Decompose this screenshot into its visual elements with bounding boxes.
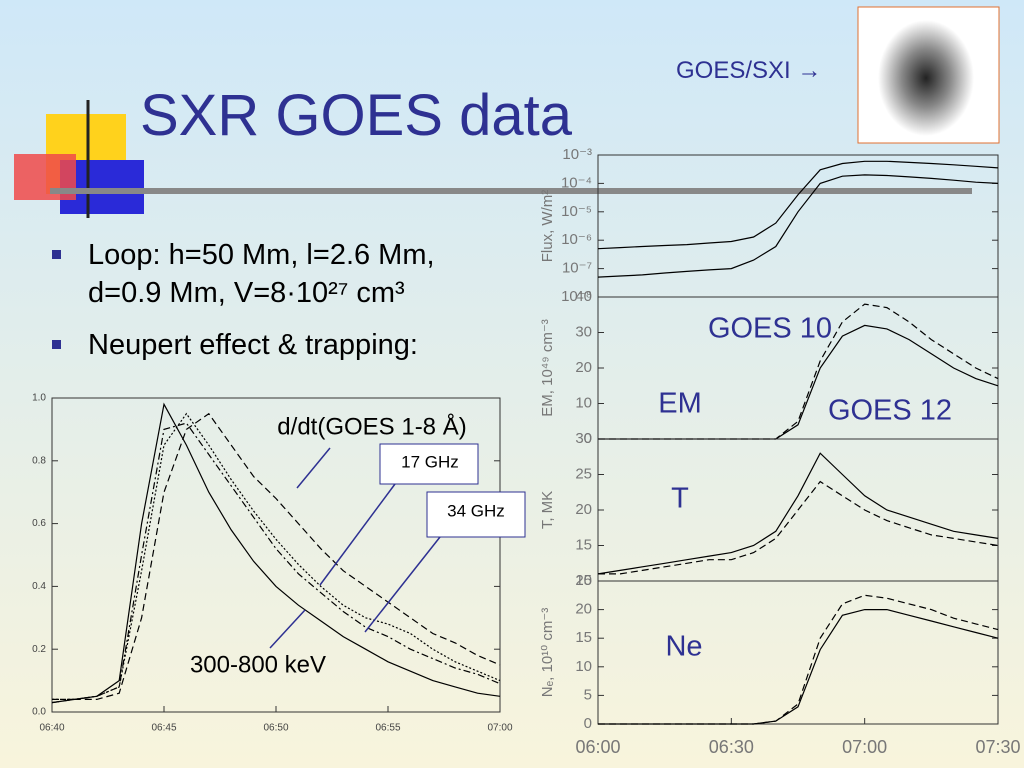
x-tick-label: 07:30 <box>975 737 1020 757</box>
label-box <box>426 491 526 538</box>
y-tick-label: 20 <box>575 359 592 376</box>
x-tick-label: 06:30 <box>709 737 754 757</box>
bullet: Neupert effect & trapping: <box>52 326 512 364</box>
series-line <box>597 160 999 250</box>
y-tick-label: 10⁻⁶ <box>561 231 592 248</box>
y-axis-label: Flux, W/m² <box>539 190 556 263</box>
deco-rule <box>50 188 972 194</box>
bullet-text: Loop: h=50 Mm, l=2.6 Mm, d=0.9 Mm, V=8·1… <box>88 239 435 309</box>
label-arrow <box>296 447 331 489</box>
series-label: 34 GHz <box>447 501 505 520</box>
x-tick-label: 06:55 <box>375 723 400 734</box>
y-axis-label: Nₑ, 10¹⁰ cm⁻³ <box>539 608 556 698</box>
y-tick-label: 15 <box>575 536 592 553</box>
x-tick-label: 06:45 <box>151 723 176 734</box>
series-label: d/dt(GOES 1-8 Å) <box>277 412 466 440</box>
series-line <box>51 412 501 704</box>
bullet-text: Neupert effect & trapping: <box>88 329 418 361</box>
y-tick-label: 20 <box>575 601 592 618</box>
series-line <box>598 594 999 725</box>
series-line <box>51 402 501 704</box>
image-label: GOES/SXI → <box>676 57 822 84</box>
y-tick-label: 0.4 <box>32 581 46 592</box>
series-line <box>597 452 999 575</box>
series-label: 17 GHz <box>401 452 459 471</box>
y-tick-label: 1.0 <box>32 393 46 404</box>
y-tick-label: 0 <box>584 430 592 447</box>
y-tick-label: 10⁻⁷ <box>562 260 592 277</box>
y-tick-label: 40 <box>575 288 592 305</box>
y-tick-label: 0.6 <box>32 518 46 529</box>
y-tick-label: 15 <box>575 629 592 646</box>
y-tick-label: 25 <box>575 572 592 589</box>
y-tick-label: 10⁻⁴ <box>561 174 592 191</box>
y-tick-label: 10 <box>575 658 592 675</box>
series-line <box>597 174 999 278</box>
label-arrow <box>319 483 396 586</box>
series-line <box>598 480 999 575</box>
y-tick-label: 10⁻³ <box>562 146 592 163</box>
x-tick-label: 06:50 <box>263 723 288 734</box>
sxi-blob <box>878 20 974 136</box>
label-arrow <box>269 609 306 649</box>
y-tick-label: 25 <box>575 465 592 482</box>
y-tick-label: 5 <box>584 686 592 703</box>
y-tick-label: 10⁻⁸ <box>561 288 592 305</box>
y-tick-label: 20 <box>575 501 592 518</box>
y-tick-label: 0.8 <box>32 455 46 466</box>
y-axis-label: EM, 10⁴⁹ cm⁻³ <box>539 319 556 416</box>
y-tick-label: 30 <box>575 430 592 447</box>
slide-title: SXR GOES data <box>140 83 572 148</box>
x-tick-label: 07:00 <box>487 723 512 734</box>
series-line <box>598 609 999 725</box>
series-line <box>52 422 501 700</box>
label-arrow <box>364 536 441 633</box>
series-line <box>52 412 501 700</box>
y-tick-label: 0.2 <box>32 644 46 655</box>
label-box <box>379 443 479 485</box>
x-tick-label: 07:00 <box>842 737 887 757</box>
x-tick-label: 06:40 <box>39 723 64 734</box>
series-label: GOES 10 <box>708 313 832 345</box>
y-tick-label: 10 <box>575 394 592 411</box>
annotation: T <box>671 483 689 515</box>
plot-frame <box>597 580 999 725</box>
annotation: EM <box>658 388 702 420</box>
plot-frame <box>597 154 999 298</box>
y-tick-label: 10 <box>575 572 592 589</box>
y-tick-label: 30 <box>575 323 592 340</box>
series-label: GOES 12 <box>828 395 952 427</box>
series-label: 300-800 keV <box>190 651 326 678</box>
annotation: Ne <box>665 631 702 663</box>
y-tick-label: 10⁻⁵ <box>561 203 592 220</box>
bullet: Loop: h=50 Mm, l=2.6 Mm, d=0.9 Mm, V=8·1… <box>52 236 512 312</box>
y-axis-label: T, MK <box>539 491 556 529</box>
y-tick-label: 0.0 <box>32 707 46 718</box>
y-tick-label: 0 <box>584 715 592 732</box>
x-tick-label: 06:00 <box>575 737 620 757</box>
